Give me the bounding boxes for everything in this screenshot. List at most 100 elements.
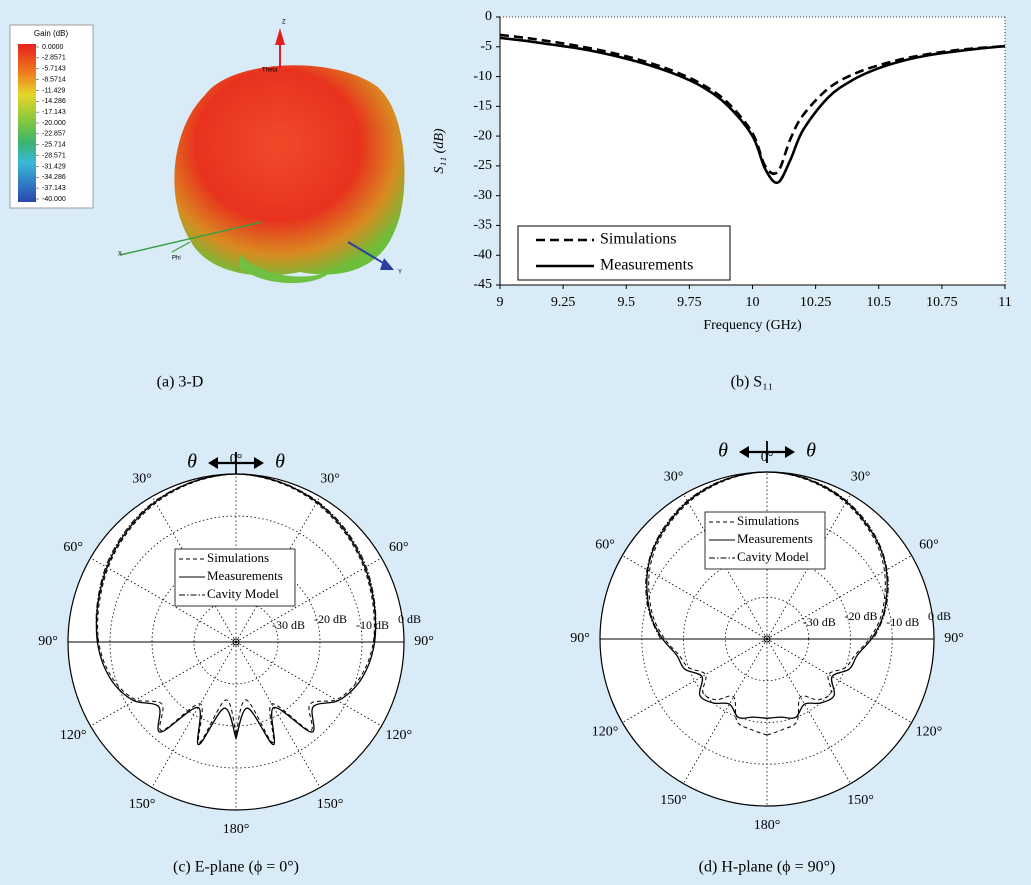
y-tick-label: -20 [473, 128, 492, 143]
angle-tick-label: 60° [919, 538, 939, 553]
ring [724, 596, 810, 682]
colorbar-tick-label: 0.0000 [42, 44, 64, 51]
ring [151, 557, 321, 727]
pattern-3d [119, 28, 405, 284]
angle-tick-label: 60° [389, 540, 409, 555]
y-tick-label: -40 [473, 247, 492, 262]
y-arrow [380, 258, 394, 270]
legend-label: Simulations [207, 550, 269, 565]
direction-head [254, 457, 264, 469]
center-dot [232, 638, 240, 646]
axis-label: Y [398, 270, 402, 276]
r-tick-label: -20 dB [845, 609, 878, 623]
colorbar-tick-label: -5.7143 [42, 66, 66, 73]
angle-tick-label: 60° [63, 540, 83, 555]
gain-surface-low [240, 255, 330, 284]
x-tick-label: 9.75 [677, 295, 702, 310]
angle-tick-label: 120° [60, 728, 87, 743]
y-tick-label: -25 [473, 158, 492, 173]
axis-label: Phi [172, 256, 181, 262]
angle-tick-label: 90° [38, 634, 58, 649]
y-tick-label: -15 [473, 99, 492, 114]
r-tick-label: 0 dB [928, 609, 951, 623]
angle-tick-label: 90° [414, 634, 434, 649]
axis-label: Theta [262, 68, 278, 74]
angle-tick-label: 150° [847, 793, 874, 808]
spoke [235, 641, 321, 788]
caption: (a) 3-D [157, 374, 204, 391]
spoke [235, 641, 382, 727]
ring [641, 513, 893, 765]
axis-label: X [118, 252, 122, 258]
colorbar-tick-label: -25.714 [42, 142, 66, 149]
angle-tick-label: 150° [317, 797, 344, 812]
z-arrow [275, 28, 285, 45]
legend-label: Measurements [207, 568, 283, 583]
legend-label: Measurements [737, 531, 813, 546]
angle-tick-label: 60° [595, 538, 615, 553]
x-tick-label: 9.25 [551, 295, 576, 310]
y-tick-label: -45 [473, 277, 492, 292]
y-tick-label: -35 [473, 218, 492, 233]
r-tick-label: 0 dB [398, 612, 421, 626]
colorbar [18, 44, 36, 202]
direction-head [785, 446, 795, 458]
x-axis [119, 221, 263, 256]
angle-tick-label: 30° [664, 469, 684, 484]
angle-tick-label: 120° [916, 725, 943, 740]
spoke [90, 641, 237, 727]
angle-tick-label: 120° [592, 725, 619, 740]
r-tick-label: -30 dB [272, 618, 305, 632]
angle-tick-label: 90° [570, 631, 590, 646]
phi-axis [171, 241, 191, 253]
direction-head [739, 446, 749, 458]
angle-tick-label: 30° [851, 469, 871, 484]
legend-label: Cavity Model [737, 549, 809, 564]
center-dot [763, 635, 771, 643]
spoke [235, 557, 382, 643]
angle-tick-label: 30° [132, 471, 152, 486]
caption: (d) H-plane (ϕ = 90°) [699, 859, 836, 876]
direction-label: θ [806, 440, 816, 462]
direction-label: θ [275, 451, 285, 473]
pattern-line [645, 471, 889, 640]
angle-tick-label: 30° [320, 471, 340, 486]
y-tick-label: 0 [485, 9, 492, 24]
x-tick-label: 10.25 [800, 295, 832, 310]
direction-label: θ [187, 451, 197, 473]
spoke [90, 557, 237, 643]
colorbar-tick-label: -20.000 [42, 120, 66, 127]
colorbar-tick-label: -40.000 [42, 196, 66, 203]
caption: (c) E-plane (ϕ = 0°) [173, 859, 299, 876]
colorbar-tick-label: -31.429 [42, 163, 66, 170]
legend-label: Simulations [600, 231, 676, 248]
y-axis-label: S₁₁ (dB) [432, 128, 447, 173]
direction-head [208, 457, 218, 469]
colorbar-tick-label: -14.286 [42, 98, 66, 105]
r-tick-label: -20 dB [314, 612, 347, 626]
y-tick-label: -5 [480, 39, 492, 54]
colorbar-tick-label: -8.5714 [42, 76, 66, 83]
ring [109, 515, 363, 769]
x-tick-label: 9 [497, 295, 504, 310]
colorbar-tick-label: -2.8571 [42, 55, 66, 62]
r-tick-label: -10 dB [886, 615, 919, 629]
colorbar-title: Gain (dB) [34, 29, 69, 38]
direction-label: θ [718, 440, 728, 462]
angle-tick-label: 180° [754, 818, 781, 833]
caption: (b) S₁₁ [731, 374, 774, 391]
x-tick-label: 10.75 [926, 295, 958, 310]
angle-tick-label: 150° [660, 793, 687, 808]
pattern-line [646, 471, 888, 719]
colorbar-tick-label: -37.143 [42, 185, 66, 192]
y-tick-label: -10 [473, 69, 492, 84]
legend-box [517, 225, 731, 281]
legend-label: Cavity Model [207, 586, 279, 601]
y-tick-label: -30 [473, 188, 492, 203]
x-tick-label: 10.5 [867, 295, 892, 310]
angle-tick-label: 180° [223, 822, 250, 837]
data-line [499, 36, 1006, 185]
angle-tick-label: 120° [386, 728, 413, 743]
colorbar-tick-label: -34.286 [42, 174, 66, 181]
